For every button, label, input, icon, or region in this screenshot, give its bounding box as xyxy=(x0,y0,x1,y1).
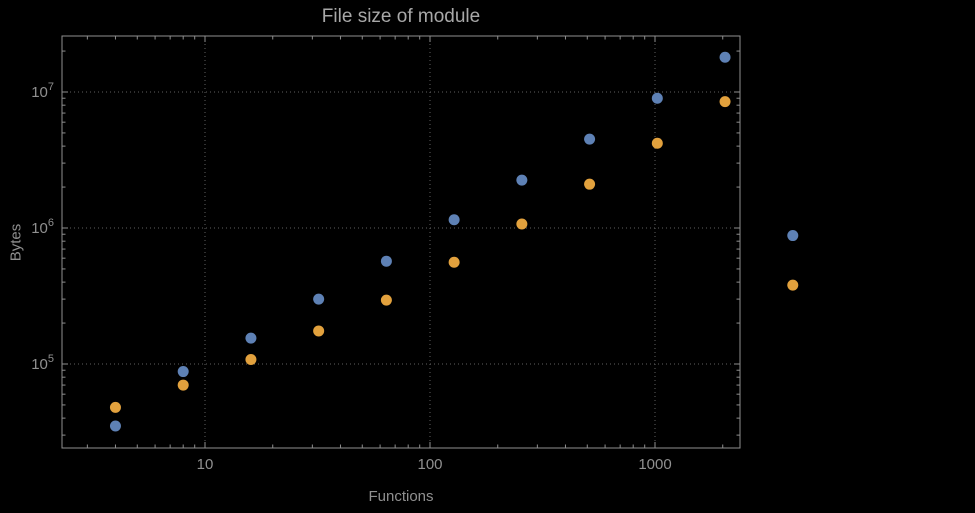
plot-frame xyxy=(61,35,741,449)
data-point-series2-orange xyxy=(245,353,257,365)
data-point-series1-blue xyxy=(584,133,596,145)
x-tick-label: 100 xyxy=(417,456,442,473)
y-tick-label: 106 xyxy=(31,217,54,237)
x-axis-label: Functions xyxy=(368,488,434,505)
data-point-series2-orange xyxy=(177,379,189,391)
chart-title: File size of module xyxy=(321,6,481,27)
data-point-series1-blue xyxy=(651,92,663,104)
y-axis-label: Bytes xyxy=(7,223,25,262)
y-tick-label: 105 xyxy=(31,353,54,373)
x-tick-label: 1000 xyxy=(638,456,671,473)
data-point-series1-blue xyxy=(448,214,460,226)
data-point-series2-orange xyxy=(651,137,663,149)
data-point-series1-blue xyxy=(516,174,528,186)
data-point-series1-blue xyxy=(787,230,799,242)
data-point-series2-orange xyxy=(584,178,596,190)
data-point-series2-orange xyxy=(516,218,528,230)
y-tick-label: 107 xyxy=(31,81,54,101)
data-point-series2-orange xyxy=(719,96,731,108)
data-point-series1-blue xyxy=(177,366,189,378)
data-point-series2-orange xyxy=(787,279,799,291)
data-point-series1-blue xyxy=(109,420,121,432)
x-tick-label: 10 xyxy=(197,456,214,473)
data-point-series2-orange xyxy=(380,294,392,306)
data-point-series1-blue xyxy=(313,293,325,305)
data-point-series1-blue xyxy=(719,51,731,63)
data-point-series2-orange xyxy=(313,325,325,337)
data-point-series2-orange xyxy=(109,401,121,413)
data-point-series1-blue xyxy=(245,332,257,344)
data-point-series1-blue xyxy=(380,255,392,267)
data-point-series2-orange xyxy=(448,256,460,268)
